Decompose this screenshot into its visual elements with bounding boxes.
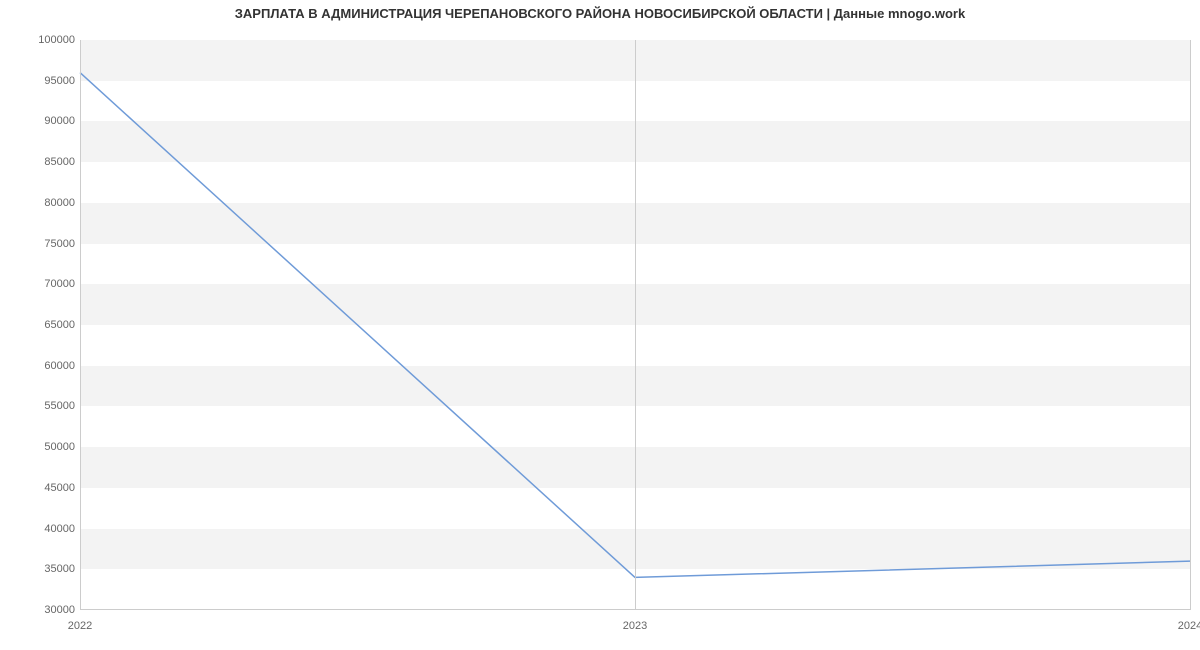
y-tick-label: 75000 <box>15 238 75 250</box>
gridline-vertical <box>1190 40 1191 610</box>
x-tick-label: 2022 <box>68 620 92 632</box>
y-tick-label: 95000 <box>15 75 75 87</box>
y-tick-label: 80000 <box>15 197 75 209</box>
y-tick-label: 60000 <box>15 360 75 372</box>
y-tick-label: 85000 <box>15 156 75 168</box>
x-tick-label: 2024 <box>1178 620 1200 632</box>
y-tick-label: 40000 <box>15 523 75 535</box>
plot-area <box>80 40 1190 610</box>
x-axis-line <box>80 609 1190 610</box>
chart-container: ЗАРПЛАТА В АДМИНИСТРАЦИЯ ЧЕРЕПАНОВСКОГО … <box>0 0 1200 650</box>
y-tick-label: 90000 <box>15 115 75 127</box>
chart-title: ЗАРПЛАТА В АДМИНИСТРАЦИЯ ЧЕРЕПАНОВСКОГО … <box>0 6 1200 21</box>
y-tick-label: 30000 <box>15 604 75 616</box>
y-tick-label: 100000 <box>15 34 75 46</box>
y-tick-label: 35000 <box>15 563 75 575</box>
y-tick-label: 65000 <box>15 319 75 331</box>
x-tick-label: 2023 <box>623 620 647 632</box>
gridline-vertical <box>635 40 636 610</box>
y-axis-line <box>80 40 81 610</box>
y-tick-label: 45000 <box>15 482 75 494</box>
y-tick-label: 50000 <box>15 441 75 453</box>
y-tick-label: 70000 <box>15 278 75 290</box>
y-tick-label: 55000 <box>15 400 75 412</box>
